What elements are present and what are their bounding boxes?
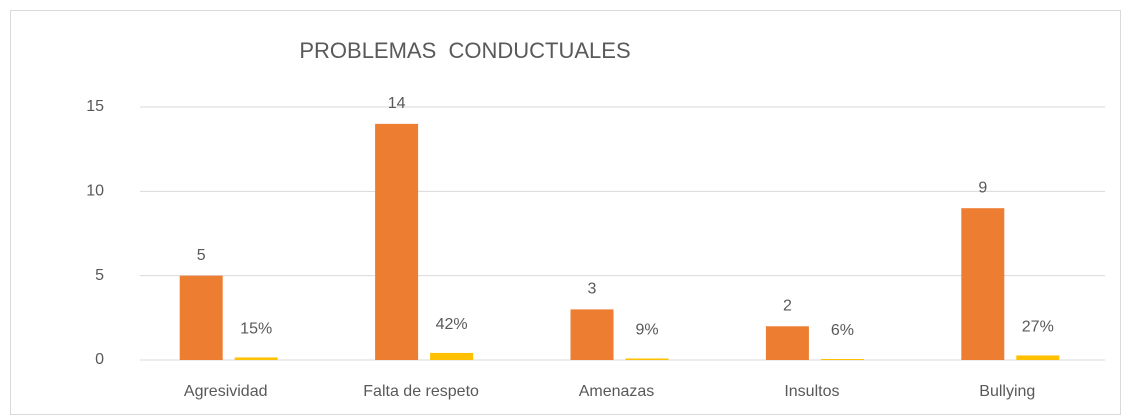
data-label: 14 bbox=[388, 95, 406, 112]
bar bbox=[179, 275, 223, 360]
bar bbox=[961, 208, 1005, 360]
y-tick-label: 10 bbox=[86, 183, 104, 200]
bar bbox=[570, 309, 614, 360]
data-label: 27% bbox=[1022, 319, 1054, 336]
data-label: 15% bbox=[240, 321, 272, 338]
data-label: 5 bbox=[197, 247, 206, 264]
x-tick-label: Agresividad bbox=[184, 383, 268, 400]
data-label: 9% bbox=[635, 322, 658, 339]
data-label: 3 bbox=[588, 281, 597, 298]
chart-title: PROBLEMAS CONDUCTUALES bbox=[299, 38, 630, 63]
data-label: 42% bbox=[436, 316, 468, 333]
y-tick-label: 15 bbox=[86, 98, 104, 115]
x-tick-label: Amenazas bbox=[579, 383, 655, 400]
y-tick-label: 0 bbox=[95, 351, 104, 368]
data-label: 6% bbox=[831, 322, 854, 339]
x-tick-label: Bullying bbox=[979, 383, 1035, 400]
x-tick-label: Falta de respeto bbox=[363, 383, 479, 400]
bar bbox=[375, 123, 419, 360]
y-tick-label: 5 bbox=[95, 267, 104, 284]
data-label: 2 bbox=[783, 297, 792, 314]
bar bbox=[765, 326, 809, 360]
data-label: 9 bbox=[978, 179, 987, 196]
x-tick-label: Insultos bbox=[784, 383, 839, 400]
chart-border bbox=[10, 10, 1121, 415]
bar bbox=[625, 358, 669, 360]
bar bbox=[430, 352, 474, 360]
bar bbox=[820, 358, 864, 360]
bar bbox=[1016, 355, 1060, 360]
bar bbox=[234, 357, 278, 360]
